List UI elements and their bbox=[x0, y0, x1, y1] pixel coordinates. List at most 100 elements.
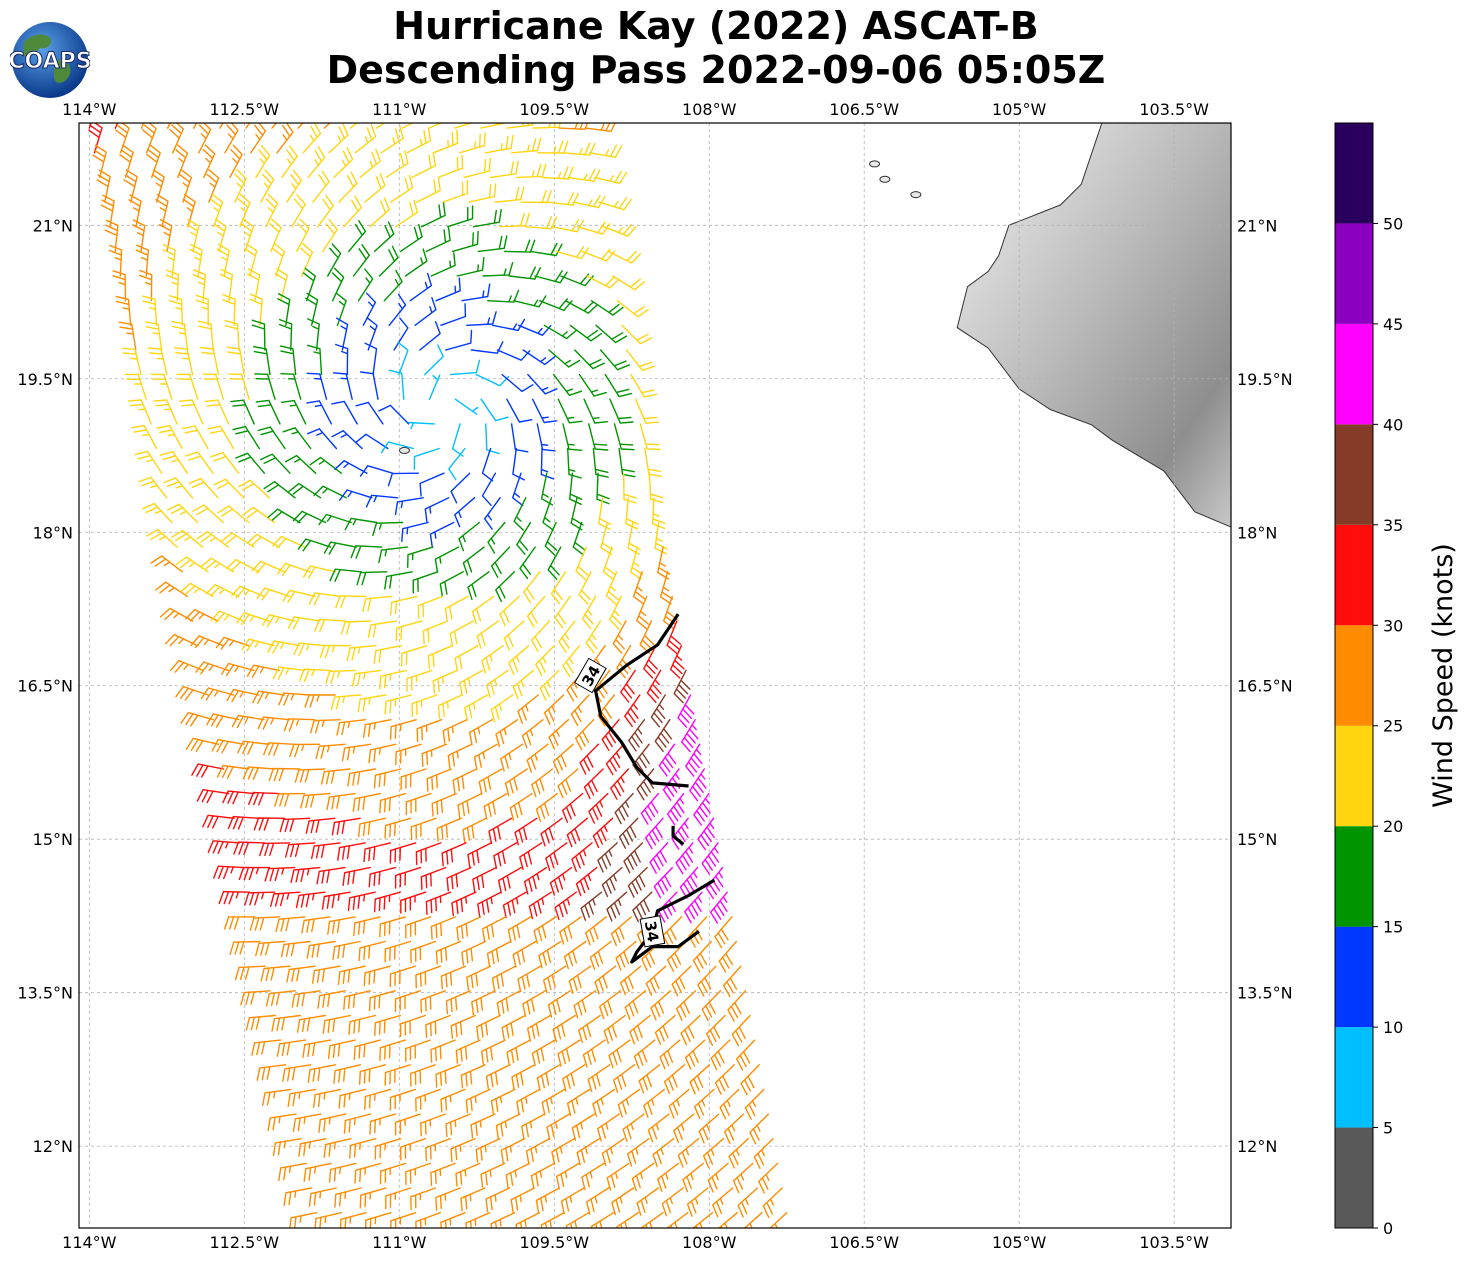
wind-barb bbox=[604, 373, 633, 398]
wind-barb bbox=[286, 965, 316, 983]
wind-barb bbox=[314, 1212, 343, 1228]
contour-label-box bbox=[639, 915, 666, 948]
wind-barb bbox=[302, 267, 316, 302]
wind-barb bbox=[535, 1187, 560, 1214]
wind-barb bbox=[251, 319, 266, 351]
wind-barb bbox=[394, 497, 424, 516]
island bbox=[398, 446, 410, 454]
wind-barb bbox=[359, 1187, 387, 1209]
wind-barb bbox=[557, 1039, 581, 1067]
wind-barb bbox=[462, 546, 485, 576]
wind-barb bbox=[452, 768, 478, 794]
wind-barb bbox=[480, 123, 507, 129]
wind-barb bbox=[236, 612, 270, 626]
wind-barb bbox=[323, 123, 331, 129]
wind-barb bbox=[583, 398, 608, 424]
wind-barb bbox=[689, 1064, 711, 1095]
wind-barb bbox=[358, 1064, 386, 1085]
wind-barb bbox=[544, 521, 558, 556]
wind-barb bbox=[237, 740, 270, 755]
wind-barb bbox=[335, 317, 349, 351]
wind-barb bbox=[291, 990, 321, 1008]
colorbar-label: Wind Speed (knots) bbox=[1428, 543, 1459, 808]
wind-barb bbox=[251, 1039, 282, 1056]
wind-barb bbox=[556, 1162, 580, 1190]
wind-barb bbox=[628, 719, 646, 752]
contour-label-group: 34 bbox=[639, 915, 666, 948]
wind-barb bbox=[501, 373, 534, 393]
wind-barb bbox=[282, 1064, 312, 1082]
wind-barb bbox=[515, 1212, 540, 1228]
wind-barb bbox=[673, 1113, 695, 1144]
wind-barb bbox=[439, 571, 464, 598]
colorbar-bin bbox=[1335, 323, 1373, 425]
wind-barb bbox=[189, 243, 203, 277]
wind-barb bbox=[410, 1064, 436, 1087]
wind-barb bbox=[468, 719, 493, 746]
colorbar-tick-label: 5 bbox=[1383, 1119, 1393, 1138]
wind-barb bbox=[421, 202, 446, 228]
wind-barb bbox=[335, 343, 349, 376]
coaps-logo: COAPS bbox=[10, 22, 90, 98]
wind-barb bbox=[647, 1113, 670, 1143]
wind-barb bbox=[535, 645, 555, 677]
wind-barb bbox=[714, 1064, 735, 1095]
wind-barb bbox=[440, 303, 467, 326]
wind-barb bbox=[578, 373, 607, 397]
lat-tick-label-left: 16.5°N bbox=[17, 677, 73, 696]
wind-barb bbox=[298, 1138, 327, 1157]
wind-barb bbox=[506, 1039, 531, 1066]
wind-barb bbox=[731, 1014, 751, 1047]
wind-barb bbox=[632, 571, 646, 605]
colorbar-bin bbox=[1335, 424, 1373, 525]
wind-barb bbox=[431, 792, 457, 817]
wind-barb bbox=[487, 521, 506, 554]
wind-barb bbox=[280, 940, 311, 958]
wind-barb bbox=[301, 916, 331, 934]
wind-barb bbox=[263, 742, 296, 756]
wind-barb bbox=[180, 582, 214, 598]
wind-barb bbox=[630, 373, 658, 398]
wind-barb bbox=[368, 866, 397, 888]
wind-barb bbox=[213, 478, 245, 499]
wind-barb bbox=[383, 269, 403, 302]
wind-barb bbox=[538, 940, 562, 969]
wind-barb bbox=[429, 521, 455, 548]
wind-barb bbox=[668, 1088, 690, 1119]
wind-barb bbox=[343, 1113, 372, 1134]
wind-barb bbox=[253, 346, 271, 376]
wind-barb bbox=[684, 1039, 706, 1070]
wind-barb bbox=[576, 221, 611, 235]
wind-barb bbox=[275, 916, 306, 933]
wind-barb bbox=[300, 243, 314, 277]
wind-barb bbox=[442, 180, 469, 203]
wind-barb bbox=[385, 1187, 412, 1210]
wind-barb bbox=[265, 193, 279, 228]
wind-barb bbox=[115, 295, 132, 326]
wind-barb bbox=[536, 1064, 561, 1091]
wind-barb bbox=[592, 447, 609, 478]
wind-barb bbox=[481, 472, 497, 506]
lat-tick-label-right: 16.5°N bbox=[1237, 677, 1293, 696]
wind-barb bbox=[627, 521, 641, 555]
wind-barb bbox=[500, 743, 524, 772]
wind-barb bbox=[235, 452, 265, 474]
wind-barb bbox=[567, 447, 582, 479]
wind-barb bbox=[480, 1162, 506, 1188]
wind-barb bbox=[736, 1039, 756, 1071]
wind-barb bbox=[198, 123, 212, 154]
wind-barb bbox=[705, 866, 724, 900]
wind-barb bbox=[496, 990, 521, 1017]
wind-barb bbox=[264, 866, 296, 882]
wind-barb bbox=[703, 1138, 724, 1169]
wind-barb bbox=[305, 817, 336, 834]
wind-barb bbox=[597, 842, 618, 873]
wind-barb bbox=[494, 186, 525, 203]
wind-barb bbox=[473, 209, 502, 228]
wind-barb bbox=[202, 373, 225, 400]
wind-barb bbox=[540, 1212, 565, 1228]
wind-barb bbox=[485, 1187, 511, 1213]
wind-barb bbox=[522, 990, 547, 1017]
wind-barb bbox=[348, 220, 367, 253]
wind-barb bbox=[410, 1187, 436, 1211]
